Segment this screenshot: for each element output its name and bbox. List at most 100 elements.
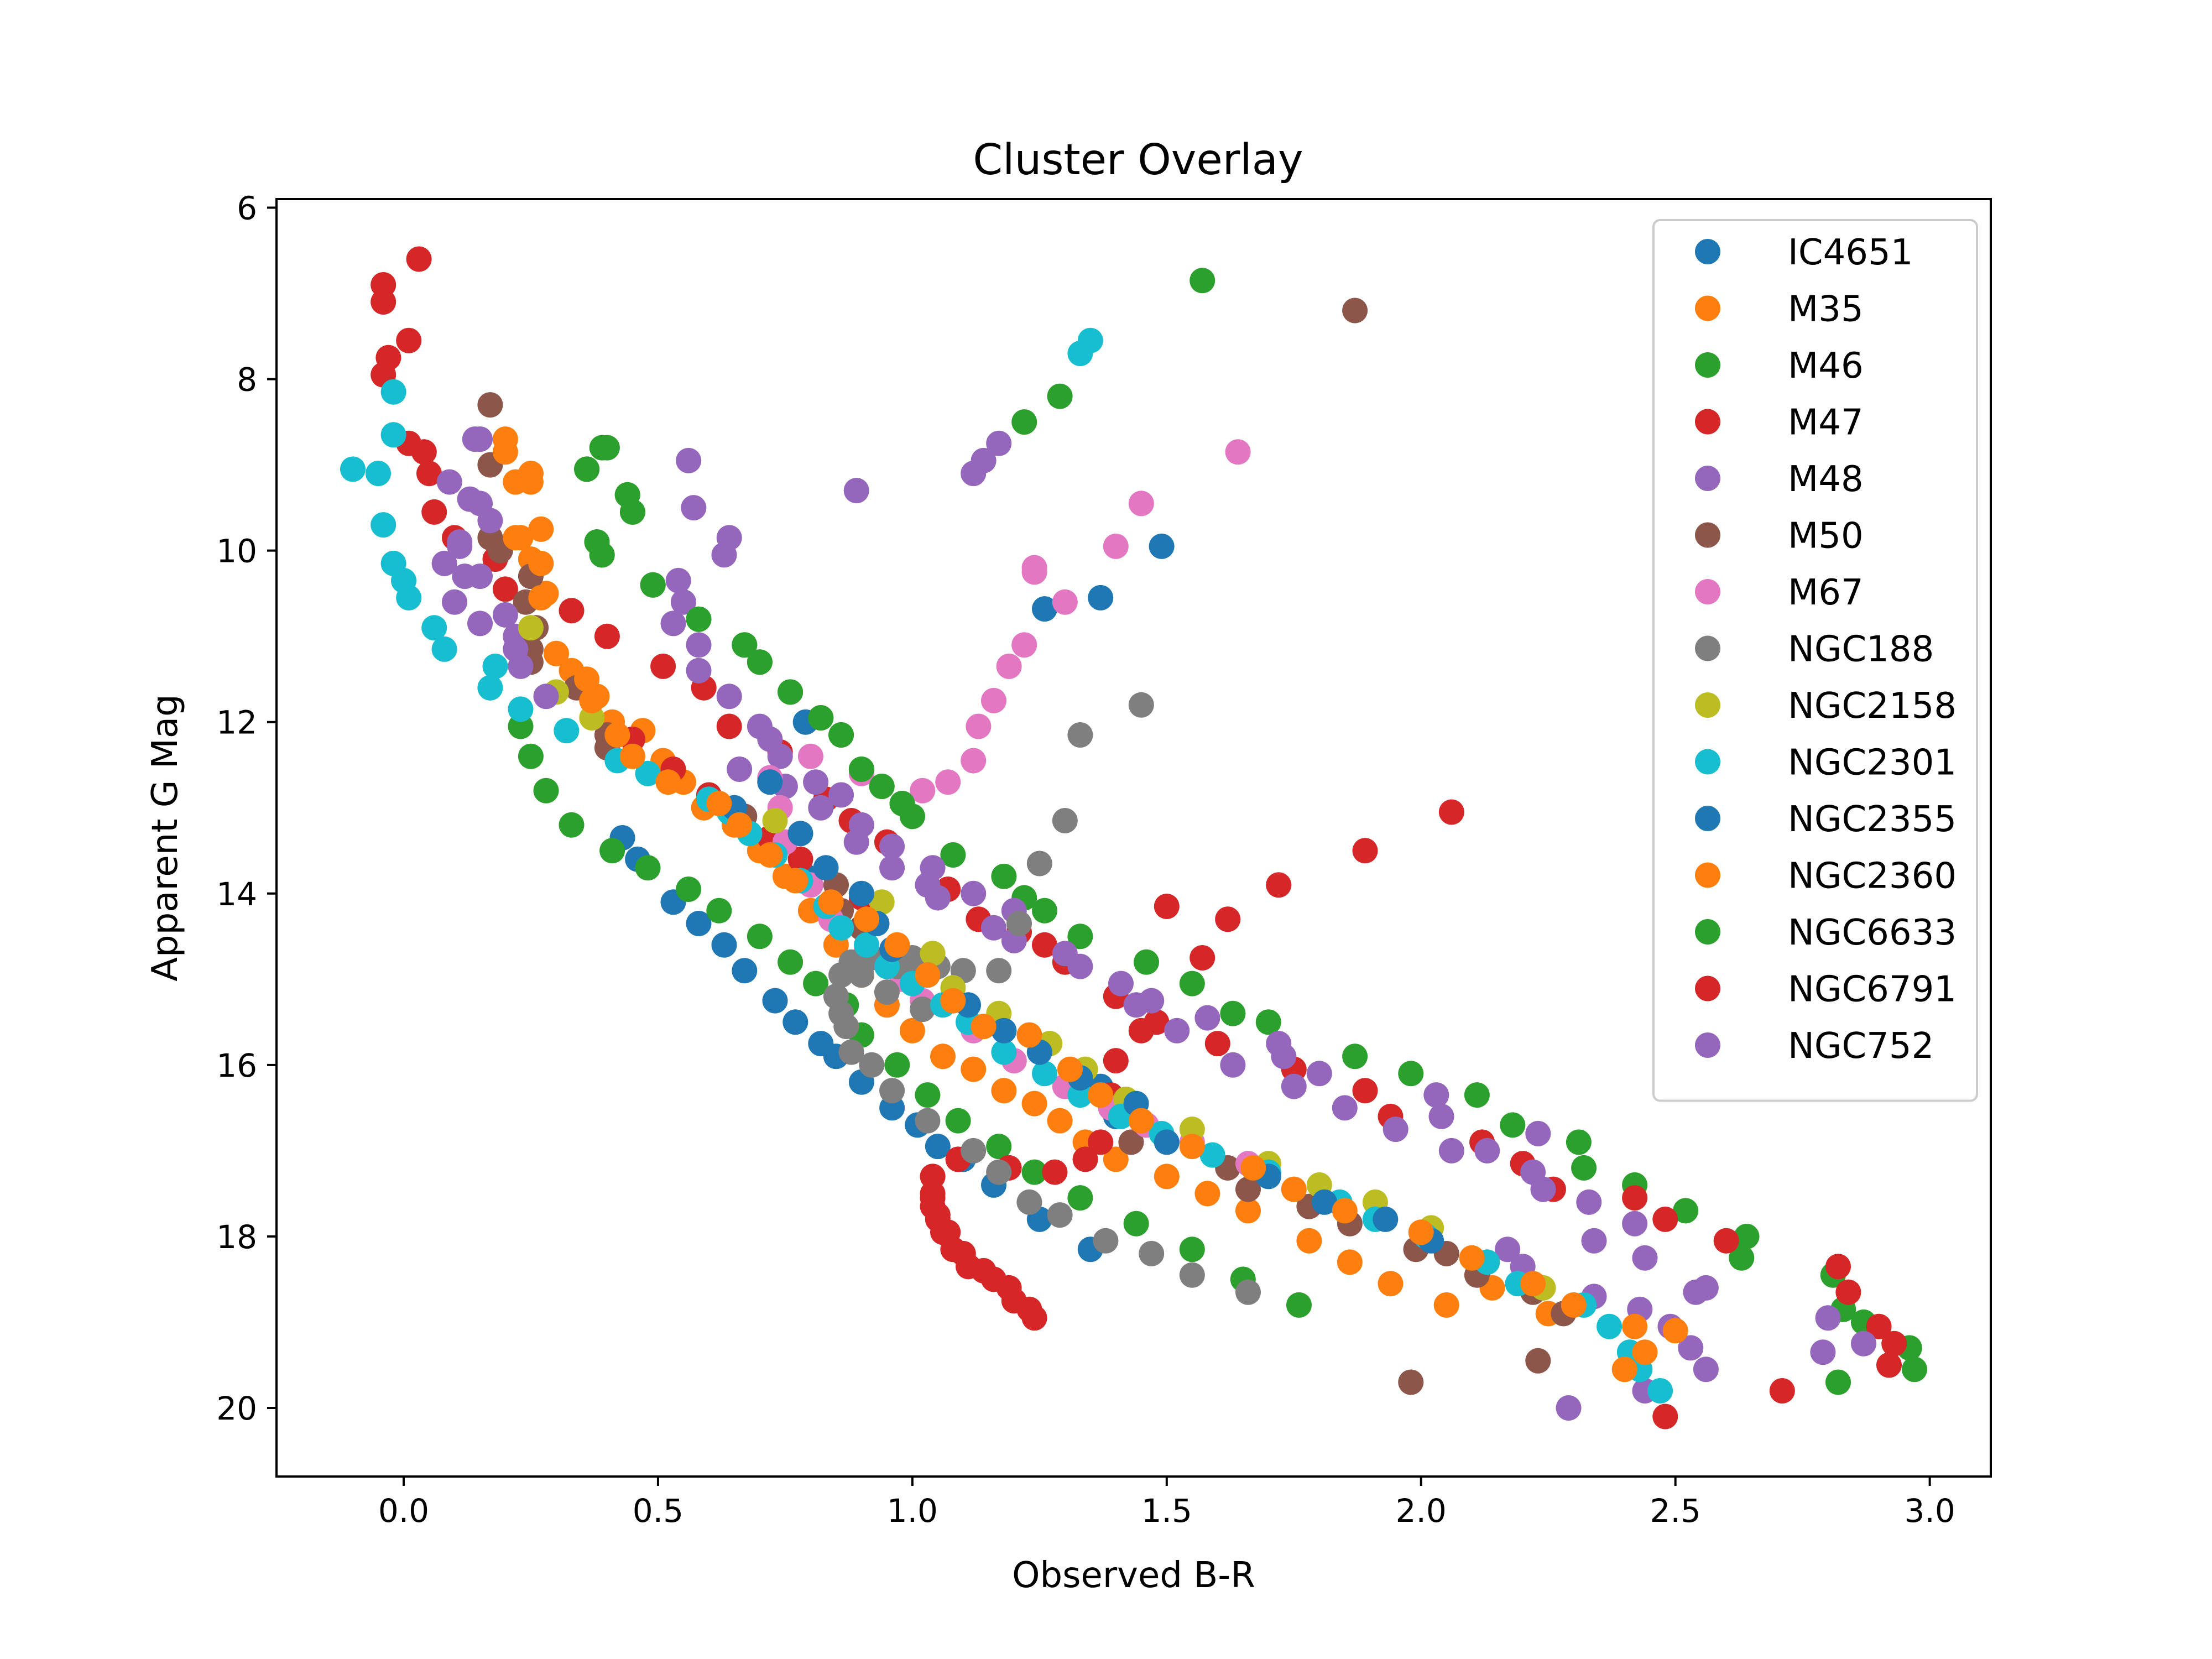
point-M48-79: [1383, 1117, 1408, 1142]
point-M47-17: [716, 713, 742, 739]
legend-label-NGC6633: NGC6633: [1788, 912, 1957, 953]
point-M35-29: [1103, 1146, 1129, 1172]
point-NGC2158-5: [920, 941, 946, 967]
legend-marker-M67: [1695, 579, 1720, 604]
point-M46-65: [1179, 1237, 1205, 1262]
point-M47-49: [1881, 1331, 1907, 1357]
point-M47-75: [787, 846, 813, 872]
legend-label-NGC752: NGC752: [1788, 1026, 1934, 1067]
point-M48-56: [1683, 1279, 1709, 1305]
point-M48-76: [1220, 1052, 1246, 1078]
point-M35-23: [930, 1044, 956, 1070]
point-M48-14: [442, 589, 467, 615]
point-NGC752-3: [447, 533, 473, 559]
x-axis: 0.0 0.5 1.0 1.5 2.0 2.5 3.0: [378, 1477, 1955, 1530]
point-M67-6: [1011, 632, 1037, 658]
point-M67-11: [935, 769, 961, 795]
point-NGC6791-7: [1016, 1296, 1042, 1322]
point-M47-69: [1103, 1048, 1129, 1074]
x-tick-label-2: 1.0: [887, 1492, 938, 1530]
point-M46-27: [1220, 1000, 1246, 1026]
chart-title: Cluster Overlay: [973, 135, 1303, 185]
point-M46-59: [915, 1082, 941, 1108]
legend-label-NGC2355: NGC2355: [1788, 799, 1957, 840]
point-NGC2360-31: [1520, 1271, 1546, 1297]
point-NGC6633-13: [848, 757, 874, 782]
point-NGC2360-6: [574, 666, 600, 692]
point-M48-29: [879, 855, 905, 881]
point-M47-47: [1835, 1279, 1861, 1305]
point-M48-51: [1495, 1237, 1521, 1262]
point-M48-46: [1530, 1176, 1556, 1202]
point-M48-0: [986, 430, 1012, 456]
point-NGC2301-3: [380, 422, 406, 448]
point-NGC188-2: [1052, 808, 1078, 833]
point-M67-7: [996, 653, 1022, 679]
point-M35-24: [961, 1056, 987, 1082]
point-M50-28: [1525, 1348, 1551, 1374]
point-NGC2301-10: [421, 615, 447, 641]
y-tick-label-6: 18: [216, 1218, 257, 1256]
point-NGC188-26: [1235, 1279, 1261, 1305]
legend-label-M67: M67: [1788, 572, 1864, 613]
point-NGC2301-2: [380, 379, 406, 405]
point-NGC2360-27: [1281, 1176, 1307, 1202]
point-NGC2360-17: [884, 932, 910, 958]
point-NGC2301-15: [554, 718, 580, 744]
point-M67-1: [1128, 491, 1154, 517]
point-M46-25: [1134, 949, 1159, 975]
point-NGC188-1: [1067, 722, 1093, 748]
point-M48-32: [981, 915, 1006, 941]
point-NGC2355-16: [1373, 1206, 1399, 1232]
point-M47-2: [371, 289, 397, 315]
point-M46-44: [1825, 1369, 1851, 1395]
point-NGC2158-3: [762, 808, 788, 833]
point-M46-51: [676, 877, 702, 902]
legend-label-M46: M46: [1788, 346, 1864, 387]
y-tick-label-1: 8: [237, 361, 257, 399]
point-NGC2301-12: [482, 653, 508, 679]
point-NGC2360-29: [1408, 1219, 1434, 1245]
point-NGC2360-9: [619, 743, 645, 769]
point-M47-8: [416, 461, 442, 487]
point-M67-4: [1021, 559, 1047, 585]
point-NGC752-7: [508, 653, 534, 679]
point-M47-0: [406, 246, 432, 272]
point-NGC188-5: [986, 958, 1012, 984]
point-M46-31: [1464, 1082, 1490, 1108]
point-M46-47: [533, 778, 559, 804]
point-M46-60: [945, 1108, 971, 1134]
point-NGC2355-2: [787, 821, 813, 847]
point-M47-43: [1622, 1185, 1648, 1211]
point-M50-18: [1118, 1129, 1144, 1155]
point-IC4651-0: [1149, 533, 1175, 559]
point-NGC6791-4: [950, 1240, 976, 1266]
point-NGC752-0: [462, 426, 488, 452]
point-IC4651-10: [732, 958, 758, 984]
point-NGC188-20: [986, 1159, 1012, 1185]
point-NGC2360-30: [1459, 1245, 1485, 1271]
point-M48-70: [920, 855, 946, 881]
point-NGC2301-43: [1597, 1313, 1623, 1339]
point-M46-38: [1729, 1245, 1755, 1271]
point-M48-68: [848, 812, 874, 838]
point-M47-33: [1154, 894, 1180, 919]
point-NGC2360-12: [727, 812, 753, 838]
point-NGC188-3: [1026, 851, 1052, 877]
point-IC4651-1: [1088, 585, 1114, 611]
point-M46-20: [940, 842, 966, 868]
legend-marker-IC4651: [1695, 239, 1720, 264]
point-NGC2301-24: [828, 915, 854, 941]
point-M46-61: [986, 1134, 1012, 1160]
point-M46-53: [747, 924, 773, 950]
point-M47-32: [1215, 906, 1241, 932]
point-NGC2301-31: [1032, 1061, 1057, 1087]
point-NGC188-14: [833, 1014, 859, 1040]
y-tick-label-0: 6: [237, 190, 257, 227]
legend-label-NGC6791: NGC6791: [1788, 969, 1957, 1010]
point-NGC188-16: [859, 1052, 885, 1078]
point-M48-40: [1306, 1061, 1332, 1087]
point-M46-30: [1398, 1061, 1424, 1087]
point-NGC2301-17: [635, 760, 661, 786]
point-M47-9: [421, 499, 447, 525]
